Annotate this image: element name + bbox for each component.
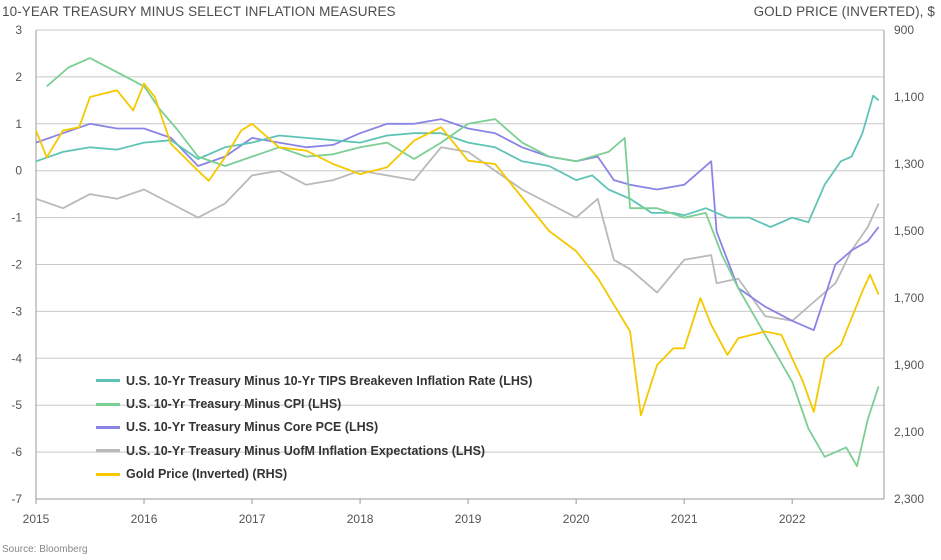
legend-label: U.S. 10-Yr Treasury Minus UofM Inflation… <box>126 443 486 458</box>
left-tick-label: 1 <box>15 117 22 131</box>
legend-item: U.S. 10-Yr Treasury Minus 10-Yr TIPS Bre… <box>96 369 532 392</box>
left-tick-label: -3 <box>11 304 22 318</box>
left-tick-label: -5 <box>11 398 22 412</box>
left-tick-label: -2 <box>11 258 22 272</box>
legend: U.S. 10-Yr Treasury Minus 10-Yr TIPS Bre… <box>96 369 532 486</box>
right-tick-label: 2,300 <box>894 492 924 506</box>
legend-swatch <box>96 379 120 383</box>
left-tick-label: -6 <box>11 445 22 459</box>
legend-label: U.S. 10-Yr Treasury Minus 10-Yr TIPS Bre… <box>126 373 533 388</box>
legend-swatch <box>96 472 120 476</box>
right-axis-title: GOLD PRICE (INVERTED), $ <box>753 4 935 19</box>
x-tick-label: 2021 <box>671 512 698 526</box>
legend-swatch <box>96 402 120 406</box>
right-tick-label: 1,100 <box>894 90 924 104</box>
legend-label: U.S. 10-Yr Treasury Minus CPI (LHS) <box>126 397 342 412</box>
left-tick-label: 2 <box>15 70 22 84</box>
right-tick-label: 2,100 <box>894 425 924 439</box>
x-tick-label: 2022 <box>779 512 806 526</box>
x-tick-label: 2017 <box>239 512 266 526</box>
right-tick-label: 1,300 <box>894 157 924 171</box>
legend-label: U.S. 10-Yr Treasury Minus Core PCE (LHS) <box>126 420 379 435</box>
x-tick-label: 2018 <box>347 512 374 526</box>
series-line <box>35 94 880 228</box>
legend-swatch <box>96 449 120 453</box>
left-tick-label: -1 <box>11 211 22 225</box>
legend-swatch <box>96 425 120 429</box>
left-tick-label: -4 <box>11 351 22 365</box>
x-tick-label: 2019 <box>455 512 482 526</box>
left-tick-label: 3 <box>15 23 22 37</box>
x-tick-label: 2020 <box>563 512 590 526</box>
x-tick-label: 2016 <box>131 512 158 526</box>
legend-item: U.S. 10-Yr Treasury Minus Core PCE (LHS) <box>96 416 532 439</box>
series-line <box>35 146 880 322</box>
right-tick-label: 1,700 <box>894 291 924 305</box>
series-line <box>35 82 880 417</box>
x-tick-label: 2015 <box>23 512 50 526</box>
right-tick-label: 900 <box>894 23 914 37</box>
left-tick-label: 0 <box>15 164 22 178</box>
legend-label: Gold Price (Inverted) (RHS) <box>126 467 288 482</box>
right-tick-label: 1,500 <box>894 224 924 238</box>
left-tick-label: -7 <box>11 492 22 506</box>
series-line <box>46 57 880 468</box>
legend-item: U.S. 10-Yr Treasury Minus CPI (LHS) <box>96 392 532 415</box>
source-note: Source: Bloomberg <box>2 544 88 555</box>
legend-item: U.S. 10-Yr Treasury Minus UofM Inflation… <box>96 439 532 462</box>
left-axis-title: 10-YEAR TREASURY MINUS SELECT INFLATION … <box>2 4 396 19</box>
series-line <box>35 118 880 332</box>
right-tick-label: 1,900 <box>894 358 924 372</box>
legend-item: Gold Price (Inverted) (RHS) <box>96 463 532 486</box>
